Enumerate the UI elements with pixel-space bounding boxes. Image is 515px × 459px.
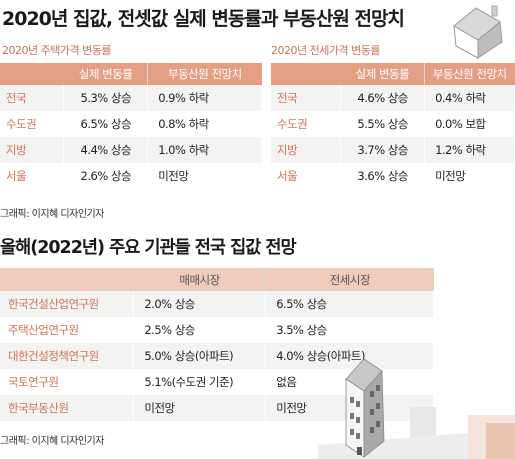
header-sale: 매매시장 (133, 268, 266, 291)
sale-value: 미전망 (133, 395, 267, 421)
table-header-row: 실제 변동률 부동산원 전망치 (0, 63, 262, 85)
section2-title: 올해(2022년) 주요 기관들 전국 집값 전망 (0, 238, 297, 258)
jeonse-price-table: 실제 변동률 부동산원 전망치 전국 4.6% 상승 0.4% 하락 수도권 5… (271, 63, 515, 189)
forecast-value: 미전망 (424, 163, 515, 189)
table-row: 수도권 5.5% 상승 0.0% 보합 (271, 111, 515, 137)
table-row: 주택산업연구원 2.5% 상승 3.5% 상승 (0, 317, 434, 343)
region-label: 서울 (271, 163, 342, 189)
section1-title: 2020년 집값, 전셋값 실제 변동률과 부동산원 전망치 (2, 8, 405, 30)
sale-value: 2.0% 상승 (133, 291, 267, 317)
jeonse-value: 3.5% 상승 (265, 317, 434, 343)
graphic-credit: 그래픽: 이지혜 디자인기자 (0, 209, 104, 220)
table-header-row: 매매시장 전세시장 (0, 268, 434, 291)
header-blank (271, 63, 341, 85)
header-actual: 실제 변동률 (63, 63, 148, 85)
header-forecast: 부동산원 전망치 (147, 63, 262, 85)
actual-value: 5.5% 상승 (340, 111, 426, 137)
actual-value: 4.4% 상승 (63, 137, 149, 163)
apartment-building-illustration-icon (318, 358, 515, 459)
forecast-value: 0.4% 하락 (424, 85, 515, 111)
table-row: 지방 3.7% 상승 1.2% 하락 (271, 137, 515, 163)
right-table-subtitle: 2020년 전세가격 변동률 (271, 44, 380, 57)
table-row: 지방 4.4% 상승 1.0% 하락 (0, 137, 262, 163)
header-blank (0, 268, 134, 291)
table-row: 서울 3.6% 상승 미전망 (271, 163, 515, 189)
actual-value: 3.7% 상승 (340, 137, 426, 163)
region-label: 서울 (0, 163, 65, 189)
institution-label: 국토연구원 (0, 369, 135, 395)
actual-value: 4.6% 상승 (340, 85, 426, 111)
forecast-value: 0.9% 하락 (147, 85, 262, 111)
graphic-credit: 그래픽: 이지혜 디자인기자 (0, 436, 104, 447)
institution-label: 한국부동산원 (0, 395, 135, 421)
forecast-value: 1.0% 하락 (147, 137, 262, 163)
jeonse-value: 6.5% 상승 (265, 291, 434, 317)
region-label: 전국 (271, 85, 342, 111)
table-row: 전국 4.6% 상승 0.4% 하락 (271, 85, 515, 111)
institution-forecast-table: 매매시장 전세시장 한국건설산업연구원 2.0% 상승 6.5% 상승 주택산업… (0, 268, 434, 421)
forecast-value: 미전망 (147, 163, 262, 189)
sale-value: 5.1%(수도권 기준) (133, 369, 267, 395)
table-header-row: 실제 변동률 부동산원 전망치 (271, 63, 515, 85)
table-row: 대한건설정책연구원 5.0% 상승(아파트) 4.0% 상승(아파트) (0, 343, 434, 369)
table-row: 전국 5.3% 상승 0.9% 하락 (0, 85, 262, 111)
jeonse-value: 4.0% 상승(아파트) (265, 343, 434, 369)
header-blank (0, 63, 64, 85)
forecast-value: 1.2% 하락 (424, 137, 515, 163)
house-illustration-icon (453, 5, 503, 59)
forecast-value: 0.8% 하락 (147, 111, 262, 137)
actual-value: 2.6% 상승 (63, 163, 149, 189)
region-label: 전국 (0, 85, 65, 111)
region-label: 지방 (0, 137, 65, 163)
region-label: 지방 (271, 137, 342, 163)
sale-value: 5.0% 상승(아파트) (133, 343, 267, 369)
actual-value: 6.5% 상승 (63, 111, 149, 137)
region-label: 수도권 (271, 111, 342, 137)
sale-value: 2.5% 상승 (133, 317, 267, 343)
header-forecast: 부동산원 전망치 (424, 63, 515, 85)
institution-label: 한국건설산업연구원 (0, 291, 135, 317)
header-actual: 실제 변동률 (340, 63, 425, 85)
table-row: 서울 2.6% 상승 미전망 (0, 163, 262, 189)
housing-price-table: 실제 변동률 부동산원 전망치 전국 5.3% 상승 0.9% 하락 수도권 6… (0, 63, 262, 189)
region-label: 수도권 (0, 111, 65, 137)
actual-value: 5.3% 상승 (63, 85, 149, 111)
institution-label: 주택산업연구원 (0, 317, 135, 343)
institution-label: 대한건설정책연구원 (0, 343, 135, 369)
table-row: 한국건설산업연구원 2.0% 상승 6.5% 상승 (0, 291, 434, 317)
left-table-subtitle: 2020년 주택가격 변동률 (2, 44, 111, 57)
header-jeonse: 전세시장 (265, 268, 434, 291)
forecast-value: 0.0% 보합 (424, 111, 515, 137)
table-row: 수도권 6.5% 상승 0.8% 하락 (0, 111, 262, 137)
actual-value: 3.6% 상승 (340, 163, 426, 189)
